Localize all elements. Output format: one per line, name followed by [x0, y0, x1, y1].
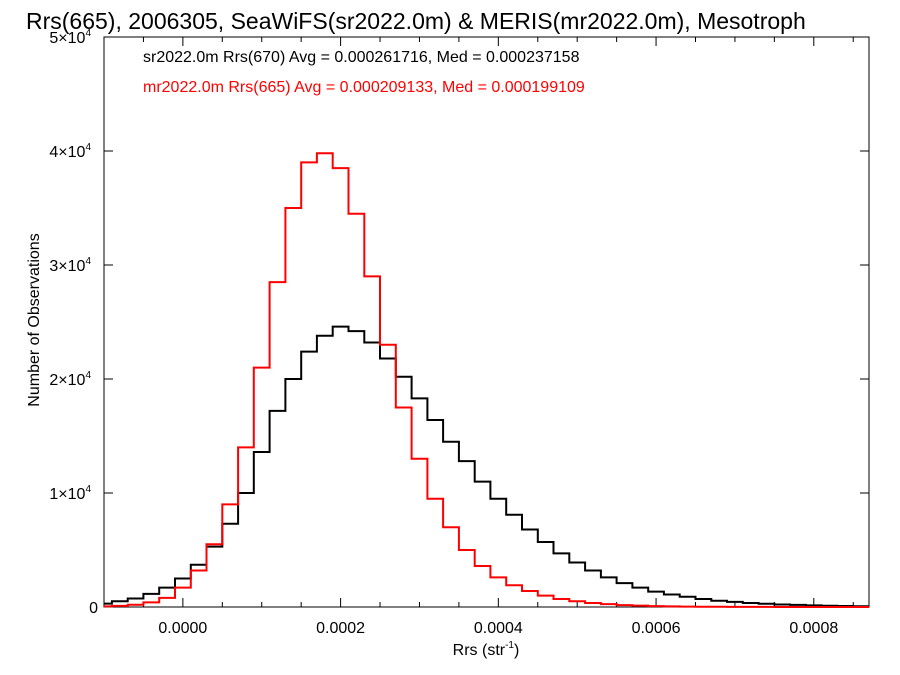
x-tick-label: 0.0002 [316, 620, 365, 637]
y-tick-label-base: 4×10 [49, 144, 85, 161]
y-tick-label: 2×104 [49, 370, 91, 389]
y-tick-label-exponent: 4 [85, 142, 91, 153]
y-tick-label: 1×104 [49, 484, 91, 503]
legend-entry-black: sr2022.0m Rrs(670) Avg = 0.000261716, Me… [143, 49, 580, 66]
legend-entry-red: mr2022.0m Rrs(665) Avg = 0.000209133, Me… [143, 79, 585, 96]
series-layer [104, 152, 869, 608]
y-axis-label: Number of Observations [26, 233, 43, 406]
plot-frame [103, 36, 870, 608]
x-axis-label-main: Rrs (str [453, 642, 506, 659]
x-axis-ticks: 0.0000 0.0002 0.0004 0.0006 0.0008 [103, 37, 854, 637]
y-tick-label-exponent: 4 [85, 484, 91, 495]
y-tick-label-exponent: 4 [85, 370, 91, 381]
legend: sr2022.0m Rrs(670) Avg = 0.000261716, Me… [143, 49, 585, 96]
series-red-histogram [104, 152, 869, 608]
y-tick-label-base: 1×10 [49, 486, 85, 503]
x-tick-label: 0.0008 [789, 620, 838, 637]
y-tick-label-exponent: 4 [85, 256, 91, 267]
x-tick-label: 0.0000 [158, 620, 207, 637]
y-tick-label-exponent: 4 [85, 28, 91, 39]
y-tick-label: 0 [89, 600, 98, 617]
y-tick-label-base: 2×10 [49, 372, 85, 389]
x-tick-label: 0.0004 [474, 620, 523, 637]
y-tick-label-base: 3×10 [49, 258, 85, 275]
y-tick-label: 5×104 [49, 28, 91, 47]
y-tick-label: 3×104 [49, 256, 91, 275]
x-axis-label: Rrs (str-1) [453, 640, 520, 659]
y-tick-label-base: 5×10 [49, 30, 85, 47]
x-tick-label: 0.0006 [632, 620, 681, 637]
chart-title: Rrs(665), 2006305, SeaWiFS(sr2022.0m) & … [26, 8, 806, 34]
x-axis-label-exponent: -1 [505, 640, 514, 651]
series-black-histogram [104, 325, 869, 608]
y-tick-label: 4×104 [49, 142, 91, 161]
x-axis-label-end: ) [514, 642, 519, 659]
y-tick-label-base: 0 [89, 600, 98, 617]
